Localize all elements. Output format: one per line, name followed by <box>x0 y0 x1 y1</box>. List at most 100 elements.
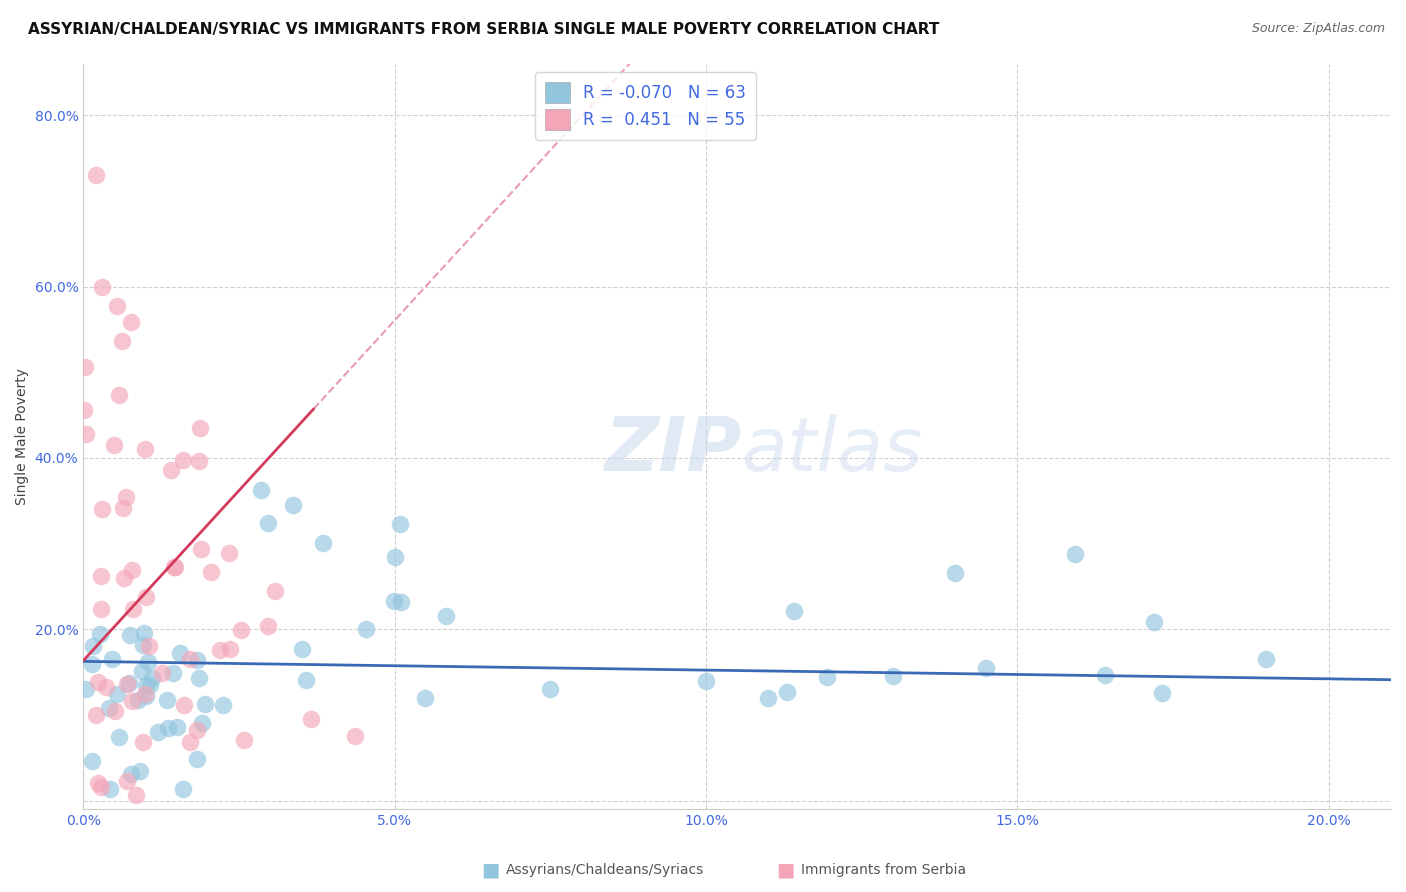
Point <box>163 560 186 574</box>
Point <box>108 388 131 402</box>
Text: ■: ■ <box>776 860 794 880</box>
Point <box>208 643 231 657</box>
Point <box>1094 668 1116 682</box>
Point <box>194 697 217 711</box>
Point <box>132 734 155 748</box>
Point <box>250 483 273 497</box>
Point <box>229 623 252 637</box>
Point <box>815 669 838 683</box>
Point <box>84 169 107 183</box>
Point <box>138 639 160 653</box>
Point <box>257 619 280 633</box>
Point <box>94 680 117 694</box>
Point <box>90 569 112 583</box>
Point <box>82 639 104 653</box>
Point <box>90 780 112 795</box>
Point <box>783 604 806 618</box>
Legend: R = -0.070   N = 63, R =  0.451   N = 55: R = -0.070 N = 63, R = 0.451 N = 55 <box>536 72 756 140</box>
Point <box>120 315 142 329</box>
Point <box>73 403 96 417</box>
Point <box>89 627 111 641</box>
Point <box>121 694 143 708</box>
Point <box>233 733 256 747</box>
Point <box>173 698 195 712</box>
Text: Assyrians/Chaldeans/Syriacs: Assyrians/Chaldeans/Syriacs <box>506 863 704 877</box>
Point <box>105 687 128 701</box>
Text: Immigrants from Serbia: Immigrants from Serbia <box>801 863 966 877</box>
Point <box>186 723 208 737</box>
Point <box>141 671 163 685</box>
Point <box>75 682 97 697</box>
Point <box>87 675 110 690</box>
Point <box>125 788 148 802</box>
Point <box>115 490 138 504</box>
Point <box>90 502 112 516</box>
Text: Source: ZipAtlas.com: Source: ZipAtlas.com <box>1251 22 1385 36</box>
Point <box>179 734 201 748</box>
Text: ASSYRIAN/CHALDEAN/SYRIAC VS IMMIGRANTS FROM SERBIA SINGLE MALE POVERTY CORRELATI: ASSYRIAN/CHALDEAN/SYRIAC VS IMMIGRANTS F… <box>28 22 939 37</box>
Point <box>1063 547 1085 561</box>
Point <box>943 566 966 580</box>
Point <box>190 715 212 730</box>
Point <box>87 776 110 790</box>
Point <box>134 625 156 640</box>
Point <box>135 689 157 703</box>
Point <box>388 516 411 531</box>
Point <box>256 516 278 530</box>
Point <box>131 664 153 678</box>
Point <box>882 669 904 683</box>
Point <box>156 693 179 707</box>
Point <box>756 690 779 705</box>
Point <box>118 676 141 690</box>
Point <box>974 661 997 675</box>
Point <box>132 638 155 652</box>
Point <box>118 628 141 642</box>
Point <box>384 549 406 564</box>
Point <box>90 602 112 616</box>
Point <box>291 641 314 656</box>
Point <box>98 781 121 796</box>
Point <box>73 359 96 374</box>
Point <box>172 782 194 797</box>
Point <box>538 682 561 697</box>
Point <box>188 671 211 685</box>
Y-axis label: Single Male Poverty: Single Male Poverty <box>15 368 30 505</box>
Point <box>264 584 287 599</box>
Point <box>122 601 145 615</box>
Point <box>80 754 103 768</box>
Point <box>312 536 335 550</box>
Point <box>134 442 156 456</box>
Point <box>695 673 717 688</box>
Point <box>436 609 458 624</box>
Point <box>160 463 183 477</box>
Point <box>115 774 138 789</box>
Point <box>115 677 138 691</box>
Point <box>218 546 240 560</box>
Point <box>1150 686 1173 700</box>
Point <box>111 334 134 348</box>
Point <box>179 652 201 666</box>
Point <box>150 665 173 680</box>
Point <box>166 720 188 734</box>
Text: ■: ■ <box>481 860 499 880</box>
Point <box>112 571 135 585</box>
Point <box>91 279 114 293</box>
Point <box>1256 652 1278 666</box>
Point <box>776 685 799 699</box>
Point <box>186 752 208 766</box>
Point <box>108 730 131 744</box>
Point <box>135 590 157 604</box>
Point <box>134 687 156 701</box>
Point <box>127 692 149 706</box>
Point <box>82 657 104 672</box>
Point <box>121 563 143 577</box>
Point <box>135 678 157 692</box>
Point <box>382 594 405 608</box>
Point <box>101 652 124 666</box>
Point <box>138 655 160 669</box>
Text: atlas: atlas <box>742 415 924 486</box>
Point <box>75 426 97 441</box>
Point <box>343 729 366 743</box>
Point <box>84 707 107 722</box>
Point <box>415 691 437 706</box>
